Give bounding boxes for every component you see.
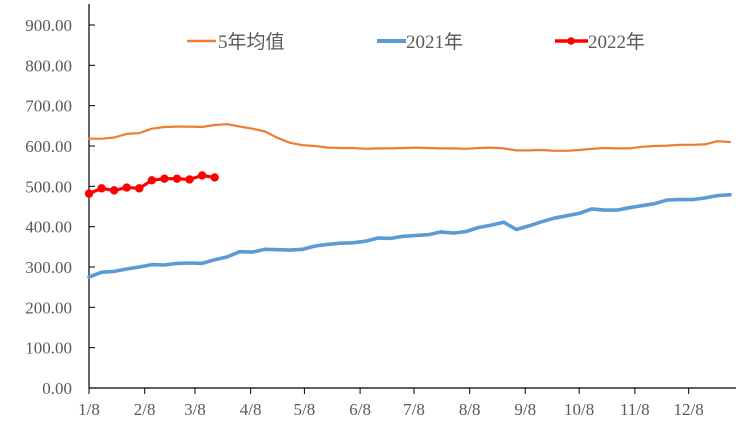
y-tick-label: 700.00 [25,97,72,116]
data-point [172,174,182,183]
legend-label-5yr-avg: 5年均值 [218,31,285,53]
y-tick-label: 500.00 [25,177,72,196]
data-point [197,171,207,180]
x-tick-label: 9/8 [514,400,536,419]
plot-area [84,123,732,279]
y-tick-label: 600.00 [25,137,72,156]
x-tick-label: 2/8 [134,400,156,419]
data-point [84,189,94,198]
y-axis: 0.00 100.00 200.00 300.00 400.00 500.00 600.00… [25,4,95,398]
data-point [147,176,157,185]
data-point [109,186,119,195]
legend-label-2022: 2022年 [588,31,645,53]
x-axis: 1/8 2/8 3/8 4/8 5/8 6/8 7/8 8/8 9/8 10/8 11/8 12/8 [78,387,736,419]
legend: 5年均值 2021年 2022年 [187,31,645,53]
data-point [122,183,131,192]
legend-item-2021: 2021年 [377,31,463,53]
x-tick-label: 3/8 [184,400,206,419]
y-tick-label: 400.00 [25,218,72,237]
x-tick-label: 6/8 [349,400,371,419]
y-tick-label: 300.00 [25,258,72,277]
series-5yr-avg [87,123,732,152]
x-tick-label: 12/8 [674,400,704,419]
legend-label-2021: 2021年 [406,31,463,53]
legend-item-2022: 2022年 [555,31,645,53]
data-point [210,173,219,182]
y-tick-label: 800.00 [25,56,72,75]
legend-marker-2022 [567,37,575,45]
y-tick-label: 200.00 [25,298,72,317]
data-point [185,175,194,184]
y-tick-label: 900.00 [25,16,72,35]
series-2021-line [87,193,732,279]
x-tick-label: 8/8 [459,400,481,419]
x-tick-label: 5/8 [294,400,316,419]
x-tick-label: 7/8 [403,400,425,419]
series-5yr-avg-line [87,123,732,152]
data-point [160,174,169,183]
y-tick-label: 100.00 [25,339,72,358]
x-tick-label: 4/8 [240,400,262,419]
series-2022 [84,171,219,198]
x-tick-label: 1/8 [78,400,100,419]
x-tick-label: 11/8 [620,400,650,419]
data-point [97,184,106,193]
series-2021 [87,193,732,279]
y-tick-label: 0.00 [42,379,72,398]
legend-item-5yr-avg: 5年均值 [187,31,285,53]
x-tick-label: 10/8 [564,400,594,419]
data-point [135,184,144,193]
